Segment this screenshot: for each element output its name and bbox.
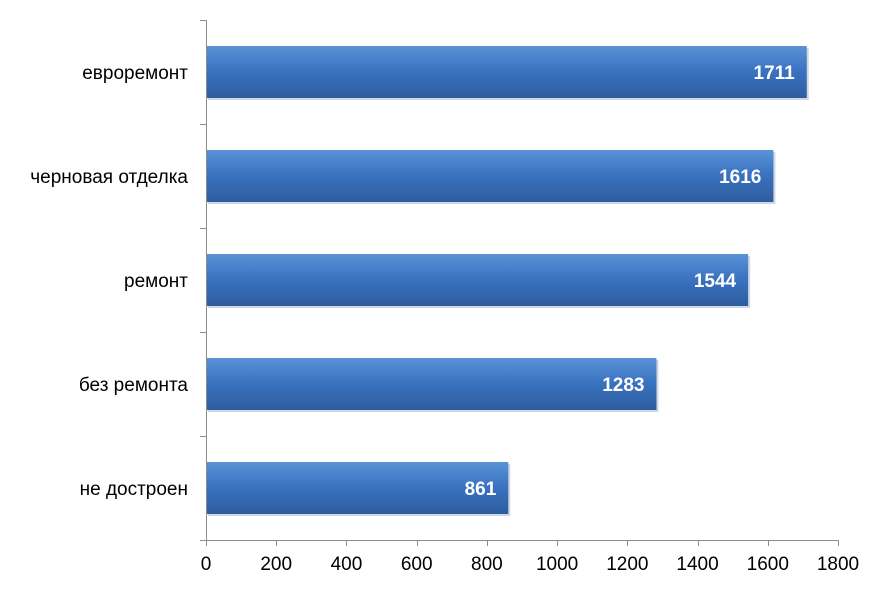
category-label: не достроен bbox=[80, 479, 188, 500]
x-tick-label: 600 bbox=[401, 554, 433, 575]
category-label: черновая отделка bbox=[30, 167, 188, 188]
plot-area: 1711 1616 1544 1283 861 евроремонт черновая о… bbox=[30, 20, 859, 575]
data-label: 1283 bbox=[602, 375, 644, 396]
x-axis-ticks bbox=[206, 540, 839, 546]
category-label: без ремонта bbox=[79, 375, 189, 396]
data-label: 1616 bbox=[719, 167, 761, 188]
bar bbox=[206, 358, 657, 410]
bars-group bbox=[206, 46, 809, 516]
x-tick-label: 1600 bbox=[747, 554, 789, 575]
x-tick-label: 1000 bbox=[536, 554, 578, 575]
x-tick-label: 0 bbox=[201, 554, 212, 575]
bar bbox=[206, 150, 774, 202]
data-label: 1544 bbox=[694, 271, 737, 292]
x-tick-label: 1200 bbox=[606, 554, 648, 575]
category-label: евроремонт bbox=[82, 63, 188, 84]
data-label: 1711 bbox=[754, 63, 796, 84]
category-label: ремонт bbox=[124, 271, 188, 292]
x-tick-label: 400 bbox=[331, 554, 363, 575]
x-tick-label: 1400 bbox=[676, 554, 718, 575]
x-tick-labels-group: 0 200 400 600 800 1000 1200 1400 1600 1800 bbox=[201, 554, 859, 575]
y-axis-ticks bbox=[200, 20, 206, 541]
bar bbox=[206, 254, 749, 306]
x-tick-label: 800 bbox=[471, 554, 503, 575]
data-labels-group: 1711 1616 1544 1283 861 bbox=[465, 63, 796, 500]
data-label: 861 bbox=[465, 479, 497, 500]
category-labels-group: евроремонт черновая отделка ремонт без ремо… bbox=[30, 63, 188, 500]
x-tick-label: 200 bbox=[260, 554, 292, 575]
bar bbox=[206, 46, 807, 98]
x-tick-label: 1800 bbox=[817, 554, 859, 575]
bar bbox=[206, 462, 509, 514]
